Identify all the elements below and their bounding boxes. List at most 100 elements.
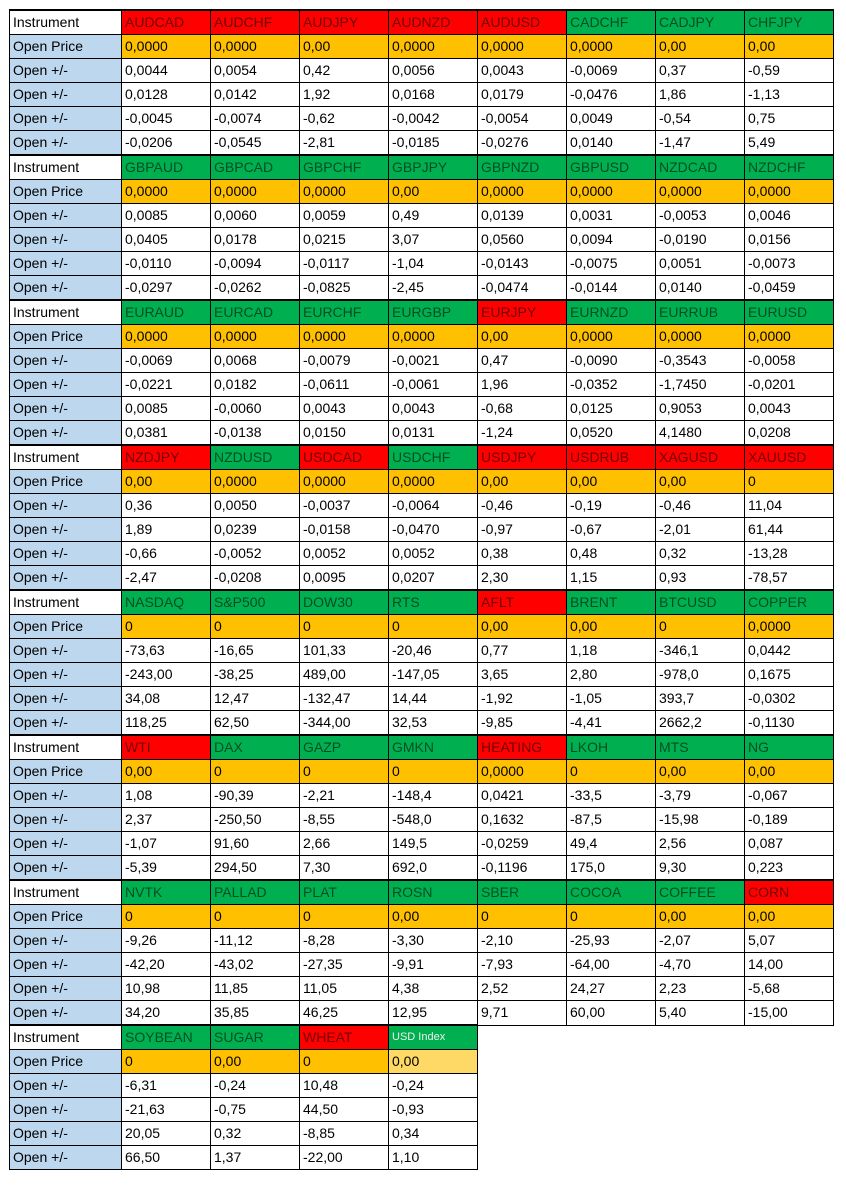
row-label-open-change: Open +/-	[9, 106, 122, 131]
open-change-cell: -1,47	[655, 130, 745, 156]
open-change-cell: 2,23	[655, 976, 745, 1001]
open-change-cell: 91,60	[210, 831, 300, 856]
row-label-open-change: Open +/-	[9, 82, 122, 107]
open-change-cell: 0,32	[210, 1121, 300, 1146]
row-label-open-change: Open +/-	[9, 58, 122, 83]
open-price-cell: 0,0000	[744, 179, 834, 204]
open-price-cell: 0,0000	[388, 469, 478, 494]
open-price-cell: 0,00	[388, 179, 478, 204]
open-price-cell: 0,00	[744, 759, 834, 784]
row-label-open-change: Open +/-	[9, 275, 122, 301]
open-change-cell: -3,30	[388, 928, 478, 953]
open-price-cell: 0,00	[210, 1049, 300, 1074]
instrument-cell-gmkn: GMKN	[388, 734, 478, 760]
open-price-cell: 0	[566, 904, 656, 929]
open-change-cell: -0,0042	[388, 106, 478, 131]
open-change-cell: 2,56	[655, 831, 745, 856]
instrument-cell-sber: SBER	[477, 879, 567, 905]
open-change-cell: -0,0611	[299, 372, 389, 397]
open-change-cell: -2,47	[121, 565, 211, 591]
open-change-cell: -1,07	[121, 831, 211, 856]
instrument-cell-usdjpy: USDJPY	[477, 444, 567, 470]
row-label-open-price: Open Price	[9, 179, 122, 204]
open-change-cell: -0,0094	[210, 251, 300, 276]
open-price-cell: 0	[388, 614, 478, 639]
open-change-cell: 32,53	[388, 710, 478, 736]
open-change-cell: 9,30	[655, 855, 745, 881]
instrument-header-row: Instrument WTI DAX GAZP GMKN HEATING LKOH MTS NG	[9, 734, 834, 760]
open-change-cell: 0,0043	[744, 396, 834, 421]
open-change-cell: -0,0045	[121, 106, 211, 131]
open-change-cell: -0,46	[655, 493, 745, 518]
open-change-cell: -0,62	[299, 106, 389, 131]
instrument-cell-eurusd: EURUSD	[744, 299, 834, 325]
open-change-row: Open +/- 2,37 -250,50 -8,55 -548,0 0,1632 -87,…	[9, 807, 834, 832]
row-label-instrument: Instrument	[9, 879, 122, 905]
open-change-cell: 0,087	[744, 831, 834, 856]
open-price-cell: 0,00	[121, 759, 211, 784]
open-change-cell: -0,0069	[121, 348, 211, 373]
open-price-cell: 0,0000	[299, 179, 389, 204]
open-change-cell: 2662,2	[655, 710, 745, 736]
open-change-cell: 0,0051	[655, 251, 745, 276]
open-change-cell: -0,0206	[121, 130, 211, 156]
open-price-cell: 0,00	[299, 34, 389, 59]
open-change-row: Open +/- 118,25 62,50 -344,00 32,53 -9,85 -4,4…	[9, 710, 834, 736]
open-change-cell: -4,41	[566, 710, 656, 736]
open-change-cell: -0,0208	[210, 565, 300, 591]
open-change-cell: -0,0262	[210, 275, 300, 301]
open-change-cell: -5,68	[744, 976, 834, 1001]
open-price-cell: 0	[121, 904, 211, 929]
instrument-cell-cadchf: CADCHF	[566, 9, 656, 35]
open-price-cell: 0,0000	[566, 34, 656, 59]
open-change-cell: 1,15	[566, 565, 656, 591]
open-change-cell: 0,0085	[121, 396, 211, 421]
open-change-cell: 0,0085	[121, 203, 211, 228]
open-change-cell: -0,0190	[655, 227, 745, 252]
open-change-cell: -0,0545	[210, 130, 300, 156]
open-change-cell: -1,7450	[655, 372, 745, 397]
open-change-cell: -0,067	[744, 783, 834, 808]
open-change-cell: -0,46	[477, 493, 567, 518]
open-change-cell: -0,3543	[655, 348, 745, 373]
open-change-cell: 0,32	[655, 541, 745, 566]
open-change-cell: -0,54	[655, 106, 745, 131]
row-label-open-change: Open +/-	[9, 638, 122, 663]
open-change-cell: -0,59	[744, 58, 834, 83]
instrument-cell-corn: CORN	[744, 879, 834, 905]
instrument-cell-eurgbp: EURGBP	[388, 299, 478, 325]
open-change-cell: 0,0140	[655, 275, 745, 301]
open-price-row: Open Price 0 0,00 0 0,00	[9, 1049, 834, 1074]
open-change-cell: 0,1675	[744, 662, 834, 687]
row-label-open-change: Open +/-	[9, 541, 122, 566]
open-change-cell: -78,57	[744, 565, 834, 591]
open-change-cell: -7,93	[477, 952, 567, 977]
open-change-row: Open +/- -0,66 -0,0052 0,0052 0,0052 0,38 0,48…	[9, 541, 834, 566]
open-price-cell: 0,00	[566, 469, 656, 494]
open-change-cell: 14,00	[744, 952, 834, 977]
open-change-cell: -2,81	[299, 130, 389, 156]
open-change-cell: 2,66	[299, 831, 389, 856]
instrument-header-row: Instrument NASDAQ S&P500 DOW30 RTS AFLT BRENT B…	[9, 589, 834, 615]
instrument-cell-s-p500: S&P500	[210, 589, 300, 615]
open-change-cell: 0,0178	[210, 227, 300, 252]
open-change-row: Open +/- 0,0085 0,0060 0,0059 0,49 0,0139 0,00…	[9, 203, 834, 228]
instrument-cell-mts: MTS	[655, 734, 745, 760]
open-change-cell: 118,25	[121, 710, 211, 736]
open-change-cell: -9,26	[121, 928, 211, 953]
open-change-cell: 0,0044	[121, 58, 211, 83]
instrument-price-grid: Instrument AUDCAD AUDCHF AUDJPY AUDNZD AUDUSD…	[9, 9, 834, 1170]
open-price-row: Open Price 0,00 0,0000 0,0000 0,0000 0,00 0,00…	[9, 469, 834, 494]
open-change-cell: 175,0	[566, 855, 656, 881]
open-change-cell: -9,91	[388, 952, 478, 977]
instrument-cell-audcad: AUDCAD	[121, 9, 211, 35]
open-change-row: Open +/- 0,0405 0,0178 0,0215 3,07 0,0560 0,00…	[9, 227, 834, 252]
open-price-cell: 0,00	[477, 324, 567, 349]
open-change-cell: 0,0094	[566, 227, 656, 252]
row-label-open-change: Open +/-	[9, 396, 122, 421]
open-change-cell: 0,0405	[121, 227, 211, 252]
open-change-row: Open +/- 1,08 -90,39 -2,21 -148,4 0,0421 -33,5…	[9, 783, 834, 808]
open-change-cell: -1,04	[388, 251, 478, 276]
open-change-cell: -0,0060	[210, 396, 300, 421]
open-change-cell: 4,1480	[655, 420, 745, 446]
